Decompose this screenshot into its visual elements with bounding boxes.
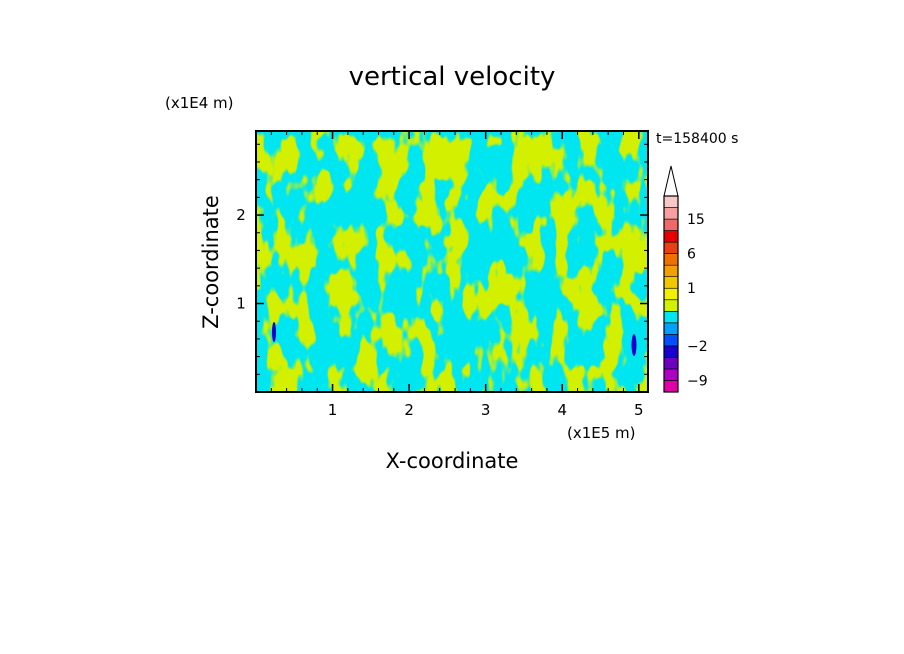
colorbar-tick-label: 15 <box>687 212 705 228</box>
colorbar-segment <box>663 310 679 324</box>
colorbar: 15 6 1 −2 −9 <box>663 165 708 393</box>
colorbar-segment <box>663 345 679 358</box>
colorbar-tick-label: −9 <box>687 373 708 389</box>
colorbar-frame <box>663 195 679 393</box>
y-scale-label: (x1E4 m) <box>165 94 234 112</box>
colorbar-segment <box>663 218 679 231</box>
colorbar-segment <box>663 299 679 312</box>
colorbar-segment <box>663 207 679 220</box>
colorbar-segment <box>663 241 679 254</box>
plot-frame <box>255 130 649 393</box>
colorbar-tick-label: −2 <box>687 339 708 355</box>
y-tick-label: 2 <box>236 206 246 224</box>
colorbar-extend-max <box>663 165 679 197</box>
colorbar-segment <box>663 380 679 393</box>
strong-downdraft-left <box>272 322 276 342</box>
strong-downdraft-right <box>631 334 637 356</box>
colorbar-segment <box>663 368 679 381</box>
colorbar-segment <box>663 230 679 243</box>
colorbar-tick-label: 6 <box>687 247 696 263</box>
colorbar-segment <box>663 357 679 370</box>
colorbar-segment <box>663 276 679 289</box>
colorbar-segment <box>663 334 679 347</box>
x-tick-label: 1 <box>328 401 338 419</box>
colorbar-segment <box>663 287 679 301</box>
x-axis-label: X-coordinate <box>386 449 519 473</box>
x-axis: 1 2 3 4 5 <box>270 131 644 419</box>
x-tick-label: 3 <box>481 401 491 419</box>
y-axis-label: Z-coordinate <box>199 195 223 329</box>
colorbar-segment <box>663 253 679 266</box>
x-tick-label: 2 <box>404 401 414 419</box>
x-tick-label: 5 <box>634 401 644 419</box>
colorbar-segment <box>663 264 679 278</box>
time-label: t=158400 s <box>656 131 738 147</box>
colorbar-segment <box>663 322 679 335</box>
plot-area <box>256 131 648 392</box>
y-tick-label: 1 <box>236 295 246 313</box>
chart-title: vertical velocity <box>349 62 556 92</box>
y-axis: 12 <box>236 143 648 375</box>
colorbar-segment <box>663 195 679 208</box>
x-tick-label: 4 <box>557 401 567 419</box>
x-scale-label: (x1E5 m) <box>567 424 636 442</box>
field-weak-positive <box>256 131 648 392</box>
colorbar-tick-label: 1 <box>687 281 696 297</box>
